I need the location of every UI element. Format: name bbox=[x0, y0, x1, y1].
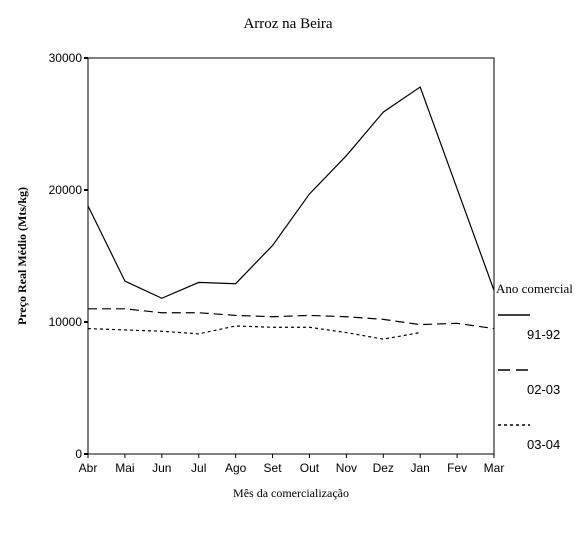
plot-area bbox=[87, 57, 495, 455]
x-tick-label: Mai bbox=[115, 461, 134, 475]
x-tick-label: Fev bbox=[447, 461, 467, 475]
x-tick-label: Jul bbox=[191, 461, 206, 475]
x-tick-label: Ago bbox=[225, 461, 247, 475]
legend-label-02-03: 02-03 bbox=[527, 382, 560, 397]
x-tick-label: Set bbox=[264, 461, 283, 475]
series-line-91-92 bbox=[87, 86, 495, 299]
chart-title: Arroz na Beira bbox=[243, 16, 332, 32]
x-tick-label: Nov bbox=[336, 461, 357, 475]
legend-label-91-92: 91-92 bbox=[527, 327, 560, 342]
legend-title: Ano comercial bbox=[496, 281, 573, 296]
x-tick-label: Mar bbox=[484, 461, 505, 475]
y-axis: 0 10000 20000 30000 bbox=[49, 51, 88, 461]
legend: Ano comercial 91-92 02-03 03-04 bbox=[496, 281, 573, 452]
x-tick-label: Out bbox=[300, 461, 320, 475]
x-tick-label: Jan bbox=[411, 461, 430, 475]
y-tick-label: 20000 bbox=[49, 183, 83, 197]
y-tick-label: 0 bbox=[75, 447, 82, 461]
series-layer bbox=[87, 86, 495, 340]
y-tick-label: 10000 bbox=[49, 315, 83, 329]
x-axis-label: Mês da comercialização bbox=[233, 486, 349, 500]
y-tick-label: 30000 bbox=[49, 51, 83, 65]
series-line-03-04 bbox=[87, 325, 421, 340]
x-axis: Abr Mai Jun Jul Ago Set Out Nov Dez Jan Fev Mar bbox=[79, 454, 505, 475]
series-line-02-03 bbox=[88, 308, 495, 330]
x-tick-label: Jun bbox=[152, 461, 171, 475]
plot-frame bbox=[87, 57, 495, 455]
legend-label-03-04: 03-04 bbox=[527, 437, 560, 452]
x-tick-label: Dez bbox=[373, 461, 394, 475]
x-tick-label: Abr bbox=[79, 461, 98, 475]
y-axis-label: Preço Real Médio (Mts/kg) bbox=[15, 187, 29, 325]
